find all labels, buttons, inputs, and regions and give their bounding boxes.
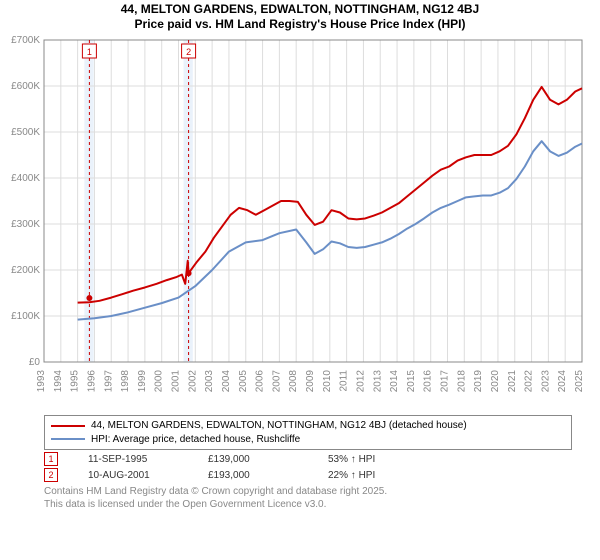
svg-text:1996: 1996	[86, 370, 97, 393]
svg-text:2010: 2010	[322, 370, 333, 393]
svg-text:£200K: £200K	[11, 265, 40, 276]
sale-date-1: 11-SEP-1995	[88, 454, 208, 465]
svg-text:2012: 2012	[355, 370, 366, 393]
svg-text:£400K: £400K	[11, 173, 40, 184]
svg-text:2006: 2006	[255, 370, 266, 393]
svg-text:2009: 2009	[305, 370, 316, 393]
svg-text:2008: 2008	[288, 370, 299, 393]
svg-text:2018: 2018	[456, 370, 467, 393]
svg-text:1999: 1999	[137, 370, 148, 393]
sale-badge-1-num: 1	[48, 454, 53, 464]
sale-hpi-2: 22% ↑ HPI	[328, 470, 488, 481]
svg-text:2020: 2020	[490, 370, 501, 393]
sale-date-2: 10-AUG-2001	[88, 470, 208, 481]
svg-text:2021: 2021	[507, 370, 518, 393]
svg-text:1995: 1995	[70, 370, 81, 393]
svg-text:2022: 2022	[524, 370, 535, 393]
sale-price-1: £139,000	[208, 454, 328, 465]
sale-row-2: 2 10-AUG-2001 £193,000 22% ↑ HPI	[44, 468, 572, 482]
footer-line2: This data is licensed under the Open Gov…	[44, 499, 572, 512]
svg-text:2015: 2015	[406, 370, 417, 393]
svg-text:2002: 2002	[187, 370, 198, 393]
legend-row-price: 44, MELTON GARDENS, EDWALTON, NOTTINGHAM…	[51, 419, 565, 433]
legend-swatch-price	[51, 425, 85, 427]
sale-hpi-1: 53% ↑ HPI	[328, 454, 488, 465]
chart-title-line1: 44, MELTON GARDENS, EDWALTON, NOTTINGHAM…	[0, 2, 600, 17]
sale-badge-2-num: 2	[48, 470, 53, 480]
chart-svg: £0 £100K £200K £300K £400K £500K £600K £700K 199…	[10, 32, 590, 412]
svg-text:1994: 1994	[53, 370, 64, 393]
svg-text:2001: 2001	[171, 370, 182, 393]
chart-title-line2: Price paid vs. HM Land Registry's House …	[0, 17, 600, 32]
svg-text:£0: £0	[29, 357, 41, 368]
svg-text:1997: 1997	[103, 370, 114, 393]
footer-line1: Contains HM Land Registry data © Crown c…	[44, 486, 572, 499]
chart-area: £0 £100K £200K £300K £400K £500K £600K £700K 199…	[10, 32, 590, 412]
svg-text:1993: 1993	[36, 370, 47, 393]
svg-text:2000: 2000	[154, 370, 165, 393]
svg-text:2003: 2003	[204, 370, 215, 393]
legend-row-hpi: HPI: Average price, detached house, Rush…	[51, 433, 565, 447]
svg-text:2013: 2013	[372, 370, 383, 393]
svg-text:2: 2	[186, 47, 191, 57]
legend-label-price: 44, MELTON GARDENS, EDWALTON, NOTTINGHAM…	[91, 419, 467, 433]
svg-text:2007: 2007	[271, 370, 282, 393]
svg-text:2023: 2023	[540, 370, 551, 393]
svg-text:2017: 2017	[440, 370, 451, 393]
svg-text:2024: 2024	[557, 370, 568, 393]
chart-title-block: 44, MELTON GARDENS, EDWALTON, NOTTINGHAM…	[0, 0, 600, 32]
svg-text:2011: 2011	[339, 370, 350, 392]
svg-text:£500K: £500K	[11, 127, 40, 138]
svg-text:2016: 2016	[423, 370, 434, 393]
legend-swatch-hpi	[51, 438, 85, 440]
svg-text:£100K: £100K	[11, 311, 40, 322]
svg-text:£700K: £700K	[11, 35, 40, 46]
svg-text:2019: 2019	[473, 370, 484, 393]
legend-label-hpi: HPI: Average price, detached house, Rush…	[91, 433, 300, 447]
sale-badge-2: 2	[44, 468, 58, 482]
svg-text:2025: 2025	[574, 370, 585, 393]
svg-text:2004: 2004	[221, 370, 232, 393]
sales-table: 1 11-SEP-1995 £139,000 53% ↑ HPI 2 10-AU…	[44, 452, 572, 482]
sale-badge-1: 1	[44, 452, 58, 466]
svg-text:£600K: £600K	[11, 81, 40, 92]
svg-text:1998: 1998	[120, 370, 131, 393]
svg-text:1: 1	[87, 47, 92, 57]
svg-text:2014: 2014	[389, 370, 400, 393]
footer-block: Contains HM Land Registry data © Crown c…	[44, 486, 572, 511]
legend-box: 44, MELTON GARDENS, EDWALTON, NOTTINGHAM…	[44, 415, 572, 450]
svg-text:2005: 2005	[238, 370, 249, 393]
svg-text:£300K: £300K	[11, 219, 40, 230]
sale-price-2: £193,000	[208, 470, 328, 481]
sale-row-1: 1 11-SEP-1995 £139,000 53% ↑ HPI	[44, 452, 572, 466]
